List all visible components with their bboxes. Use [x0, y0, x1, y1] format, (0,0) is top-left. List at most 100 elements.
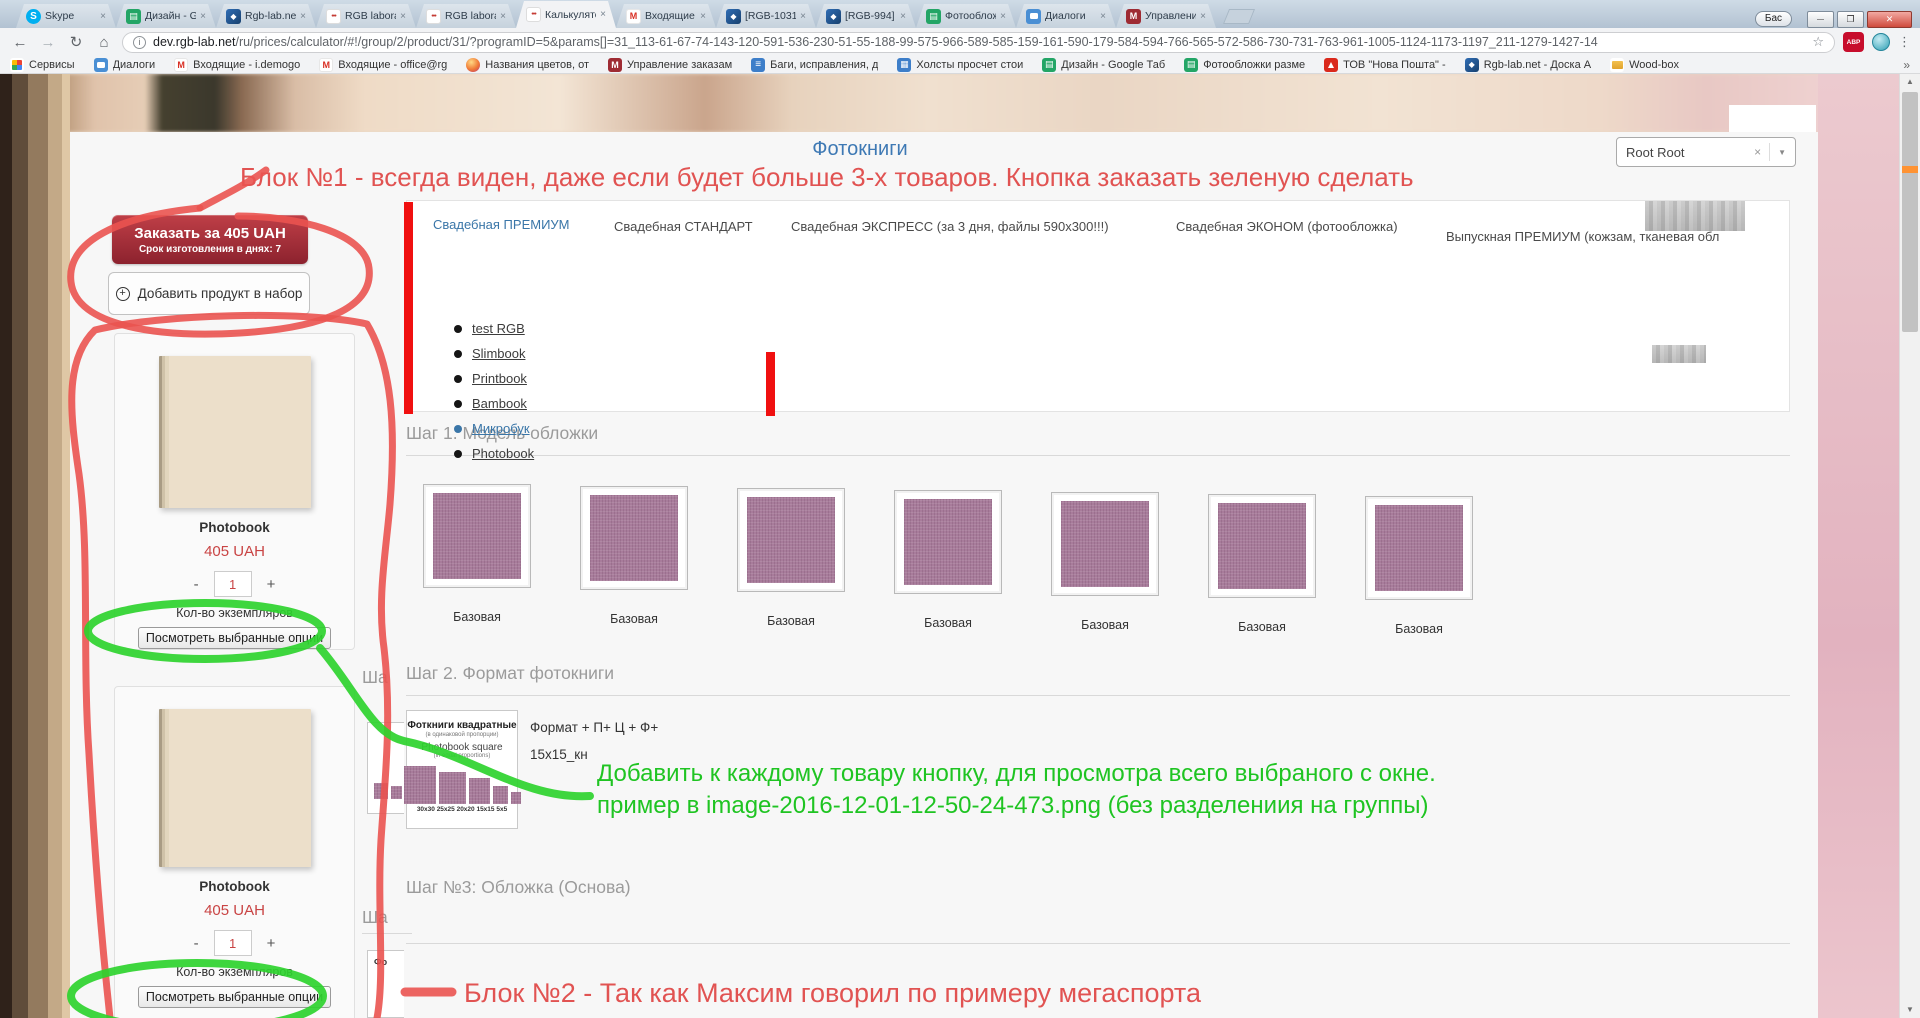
- view-options-button[interactable]: Посмотреть выбранные опции: [137, 986, 332, 1008]
- catalog-tab[interactable]: Свадебная ЭКСПРЕСС (за 3 дня, файлы 590х…: [791, 219, 1109, 234]
- catalog-product-item[interactable]: Photobook: [454, 446, 534, 461]
- catalog-tab[interactable]: Выпускная ПРЕМИУМ (кожзам, тканевая обл: [1446, 229, 1720, 244]
- catalog-product-link[interactable]: Slimbook: [472, 346, 526, 361]
- catalog-tab[interactable]: Свадебная ЭКОНОМ (фотообложка): [1176, 219, 1398, 234]
- close-button[interactable]: [1867, 11, 1912, 28]
- bookmark-star-icon[interactable]: [1812, 34, 1824, 50]
- adblock-extension-icon[interactable]: ABP: [1843, 32, 1864, 52]
- catalog-product-item[interactable]: Slimbook: [454, 346, 534, 361]
- bookmark-item[interactable]: ТОВ "Нова Пошта" -: [1324, 57, 1446, 72]
- minimize-button[interactable]: [1807, 11, 1834, 28]
- clear-icon[interactable]: [1754, 145, 1761, 159]
- new-tab-button[interactable]: [1222, 9, 1256, 24]
- cover-swatch: Базовая: [736, 488, 846, 636]
- url-bar[interactable]: dev.rgb-lab.net/ru/prices/calculator/#!/…: [122, 31, 1835, 53]
- tab-close-icon[interactable]: [200, 11, 206, 22]
- browser-tab[interactable]: Фотообложки: [916, 4, 1016, 28]
- bookmark-item[interactable]: Входящие - i.demogo: [174, 57, 300, 72]
- quantity-plus-button[interactable]: +: [266, 575, 276, 593]
- reload-icon[interactable]: [66, 33, 86, 51]
- catalog-product-item[interactable]: Bambook: [454, 396, 534, 411]
- browser-menu-icon[interactable]: [1898, 34, 1910, 50]
- chevron-down-icon[interactable]: [1778, 148, 1786, 157]
- browser-tab[interactable]: [RGB-994] 114: [816, 4, 916, 28]
- tab-close-icon[interactable]: [1000, 11, 1006, 22]
- bookmark-item[interactable]: Сервисы: [10, 57, 75, 72]
- browser-tab[interactable]: Skype: [16, 4, 116, 28]
- forward-icon[interactable]: [38, 34, 58, 51]
- catalog-product-item[interactable]: Микробук: [454, 421, 534, 436]
- tab-close-icon[interactable]: [400, 11, 406, 22]
- tab-close-icon[interactable]: [500, 11, 506, 22]
- bookmark-item[interactable]: Wood-box: [1610, 57, 1679, 72]
- cover-swatch-card[interactable]: [580, 486, 688, 590]
- bookmark-item[interactable]: Баги, исправления, д: [751, 57, 878, 72]
- catalog-product-item[interactable]: Printbook: [454, 371, 534, 386]
- catalog-product-link[interactable]: test RGB: [472, 321, 525, 336]
- restore-button[interactable]: [1837, 11, 1864, 28]
- tab-close-icon[interactable]: [300, 11, 306, 22]
- format-card-subtitle: (в одинаковой пропорции): [425, 732, 499, 738]
- add-product-button[interactable]: Добавить продукт в набор: [108, 272, 310, 315]
- tab-favicon: [526, 7, 541, 22]
- home-icon[interactable]: [94, 34, 114, 51]
- tab-close-icon[interactable]: [100, 11, 106, 22]
- quantity-minus-button[interactable]: -: [193, 934, 199, 952]
- cover-swatch-card[interactable]: [1208, 494, 1316, 598]
- bookmarks-overflow-icon[interactable]: »: [1903, 57, 1910, 72]
- root-select[interactable]: Root Root: [1616, 137, 1796, 167]
- quantity-input[interactable]: 1: [213, 930, 252, 956]
- browser-tab[interactable]: Входящие (10): [616, 4, 716, 28]
- view-options-button[interactable]: Посмотреть выбранные опции: [137, 627, 332, 649]
- browser-tab[interactable]: Диалоги: [1016, 4, 1116, 28]
- quantity-plus-button[interactable]: +: [266, 934, 276, 952]
- browser-tab[interactable]: Калькулятор —: [516, 1, 616, 28]
- catalog-product-link[interactable]: Photobook: [472, 446, 535, 461]
- bookmark-item[interactable]: Диалоги: [93, 57, 155, 72]
- cover-swatch-card[interactable]: [1365, 496, 1473, 600]
- bookmark-item[interactable]: Входящие - office@rg: [319, 57, 447, 72]
- browser-tab[interactable]: RGB laboratory: [416, 4, 516, 28]
- tab-close-icon[interactable]: [700, 11, 706, 22]
- tab-close-icon[interactable]: [1200, 11, 1206, 22]
- scroll-down-icon[interactable]: [1900, 1002, 1920, 1018]
- catalog-tab[interactable]: Свадебная СТАНДАРТ: [614, 219, 753, 234]
- bookmark-item[interactable]: Дизайн - Google Таб: [1042, 57, 1165, 72]
- catalog-product-item[interactable]: test RGB: [454, 321, 534, 336]
- tab-close-icon[interactable]: [1100, 11, 1106, 22]
- browser-tab[interactable]: Дизайн - Goog: [116, 4, 216, 28]
- browser-tab[interactable]: Rgb-lab.net - Д: [216, 4, 316, 28]
- cover-swatch-card[interactable]: [423, 484, 531, 588]
- url-text[interactable]: dev.rgb-lab.net/ru/prices/calculator/#!/…: [153, 35, 1805, 49]
- catalog-tab[interactable]: Свадебная ПРЕМИУМ: [433, 217, 570, 232]
- catalog-product-link[interactable]: Printbook: [472, 371, 527, 386]
- tab-close-icon[interactable]: [900, 11, 906, 22]
- catalog-product-link[interactable]: Bambook: [472, 396, 527, 411]
- page-info-icon[interactable]: [133, 35, 146, 49]
- tab-close-icon[interactable]: [600, 9, 606, 20]
- catalog-product-link[interactable]: Микробук: [472, 421, 530, 436]
- scrollbar-thumb[interactable]: [1902, 92, 1918, 332]
- bookmark-item[interactable]: Холсты просчет стои: [897, 57, 1023, 72]
- cover-swatch-card[interactable]: [894, 490, 1002, 594]
- scroll-up-icon[interactable]: [1900, 74, 1920, 90]
- cover-swatch-card[interactable]: [1051, 492, 1159, 596]
- bookmark-item[interactable]: Rgb-lab.net - Доска А: [1464, 57, 1591, 72]
- bookmark-item[interactable]: Фотообложки разме: [1184, 57, 1305, 72]
- browser-tab[interactable]: RGB laboratory: [316, 4, 416, 28]
- back-icon[interactable]: [10, 34, 30, 51]
- language-button[interactable]: Бас: [1754, 11, 1792, 27]
- format-option-card[interactable]: Фоткниги квадратные (в одинаковой пропор…: [403, 710, 521, 829]
- bookmark-item[interactable]: Названия цветов, от: [466, 57, 589, 72]
- browser-tab[interactable]: [RGB-1031] +-: [716, 4, 816, 28]
- page-scrollbar[interactable]: [1899, 74, 1920, 1018]
- browser-tab[interactable]: Управление за: [1116, 4, 1216, 28]
- quantity-minus-button[interactable]: -: [193, 575, 199, 593]
- bookmark-item[interactable]: Управление заказам: [608, 57, 732, 72]
- cover-swatch-card[interactable]: [737, 488, 845, 592]
- order-button[interactable]: Заказать за 405 UAH Срок изготовления в …: [112, 215, 308, 264]
- size-bar: [510, 792, 521, 804]
- tab-close-icon[interactable]: [800, 11, 806, 22]
- quantity-input[interactable]: 1: [213, 571, 252, 597]
- extension-icon[interactable]: [1872, 33, 1890, 51]
